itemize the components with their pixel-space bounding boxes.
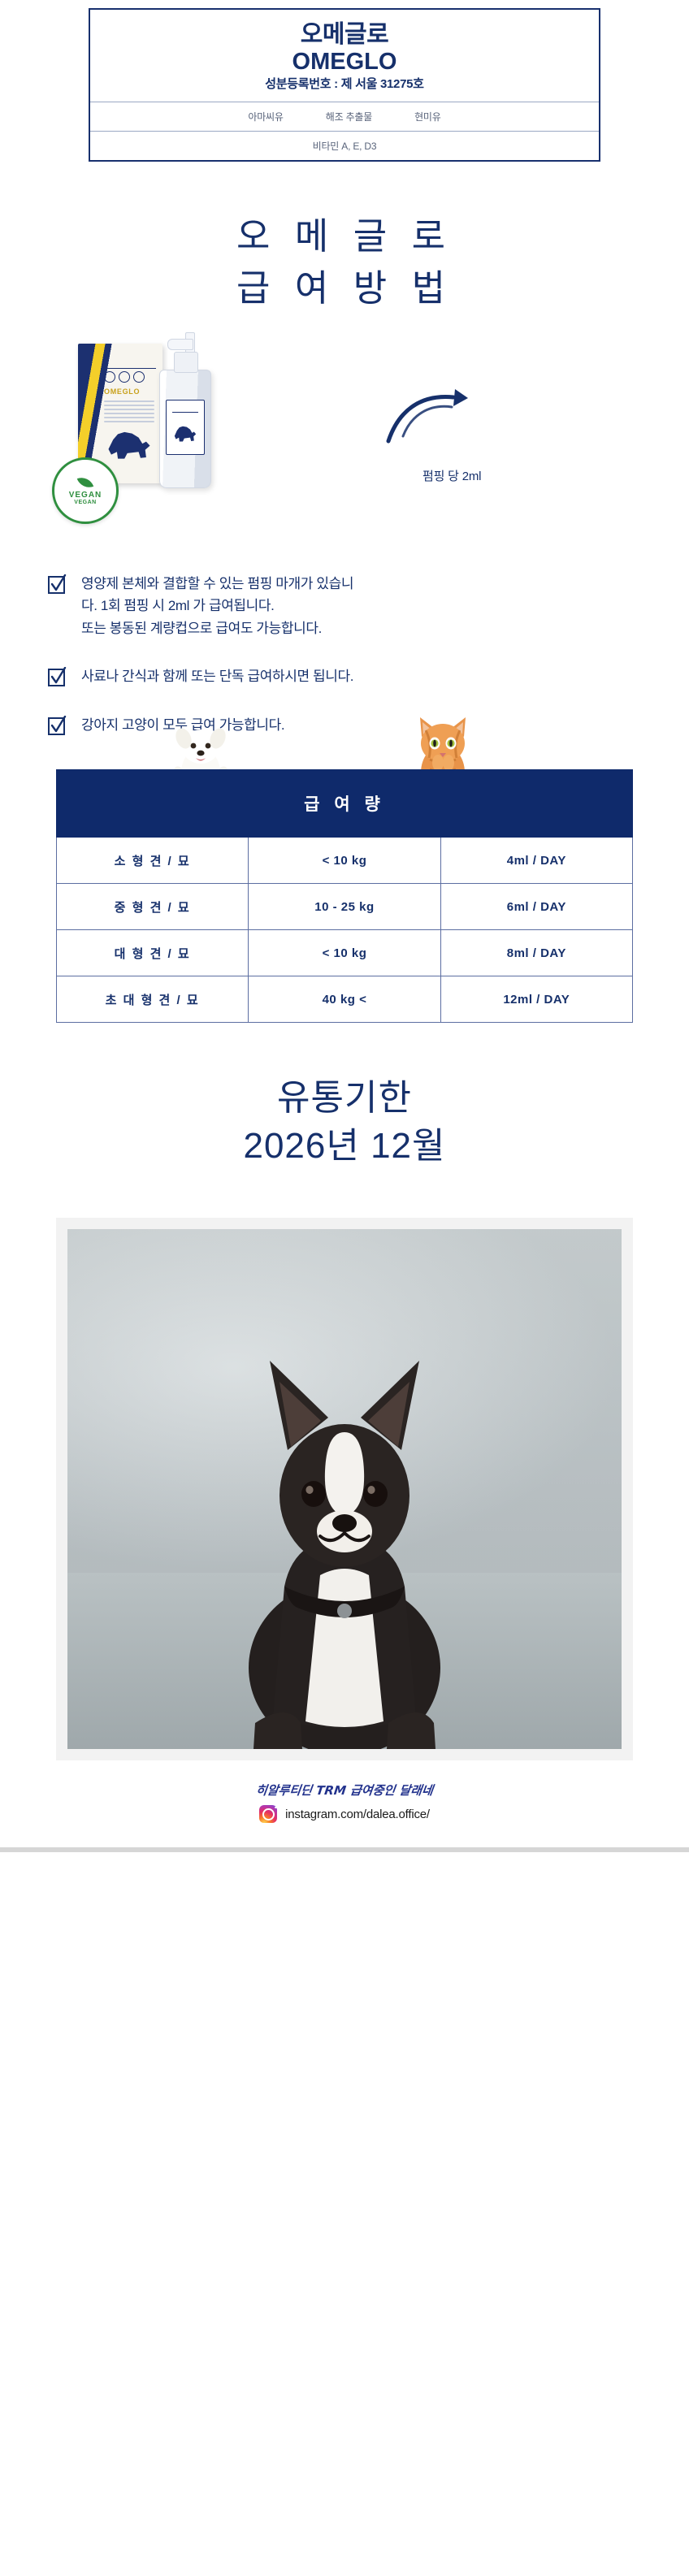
cell-dose: 6ml / DAY: [440, 883, 634, 931]
instagram-icon[interactable]: [259, 1805, 278, 1824]
bottle-logo-mark: [172, 405, 198, 413]
table-row: 소 형 견 / 묘 < 10 kg 4ml / DAY: [55, 837, 634, 885]
cell-size: 중 형 견 / 묘: [55, 883, 249, 931]
instagram-link[interactable]: instagram.com/dalea.office/: [285, 1807, 430, 1821]
cell-weight: 10 - 25 kg: [248, 883, 441, 931]
cell-dose: 4ml / DAY: [440, 837, 634, 885]
footer-divider: [0, 1847, 689, 1853]
list-item-label: 강아지 고양이 모두 급여 가능합니다.: [81, 717, 285, 734]
cell-size: 대 형 견 / 묘: [55, 929, 249, 977]
page-title-line-2: 급 여 방 법: [236, 266, 453, 309]
table-row: 대 형 견 / 묘 < 10 kg 8ml / DAY: [55, 929, 634, 977]
list-item-label: 사료나 간식과 함께 또는 단독 급여하시면 됩니다.: [81, 669, 354, 685]
ingredient-item: 현미유: [414, 111, 441, 123]
list-item: 사료나 간식과 함께 또는 단독 급여하시면 됩니다.: [47, 665, 648, 688]
cell-dose: 12ml / DAY: [440, 976, 634, 1024]
registration-number: 성분등록번호 : 제 서울 31275호: [265, 77, 424, 92]
brand-name-english: OMEGLO: [292, 48, 397, 75]
brand-header-box: 오메글로 OMEGLO 성분등록번호 : 제 서울 31275호 아마씨유 해조…: [89, 8, 600, 162]
box-text-lines: [104, 400, 154, 425]
dosage-table-body: 소 형 견 / 묘 < 10 kg 4ml / DAY 중 형 견 / 묘 10…: [55, 837, 634, 1024]
cell-size: 소 형 견 / 묘: [55, 837, 249, 885]
page-footer: 히알루티딘 TRM 급여중인 달래네 instagram.com/dalea.o…: [0, 1782, 689, 1844]
ingredient-item: 해조 추출물: [325, 111, 373, 123]
dosage-table-wrapper: 급 여 량 소 형 견 / 묘 < 10 kg 4ml / DAY 중 형 견 …: [55, 717, 634, 1024]
pump-head: [167, 338, 193, 350]
pump-neck: [174, 351, 198, 373]
product-bottle-image: [159, 369, 211, 488]
box-badge-row: [104, 370, 156, 383]
leaf-icon: [76, 474, 94, 491]
page-title: 오 메 글 로 급 여 방 법: [0, 210, 689, 314]
instruction-bullet-list: 영양제 본체와 결합할 수 있는 펌핑 마개가 있습니 다. 1회 펌핑 시 2…: [47, 573, 648, 738]
bottle-dog-silhouette-icon: [174, 426, 197, 442]
box-product-name: OMEGLO: [104, 387, 141, 396]
cell-weight: 40 kg <: [248, 976, 441, 1024]
check-box-icon: [48, 716, 67, 736]
ingredient-row-primary: 아마씨유 해조 추출물 현미유: [90, 102, 599, 131]
check-box-icon: [48, 667, 67, 687]
check-box-icon: [48, 574, 67, 594]
list-item: 영양제 본체와 결합할 수 있는 펌핑 마개가 있습니 다. 1회 펌핑 시 2…: [47, 573, 648, 640]
expiry-date: 2026년 12월: [243, 1126, 446, 1167]
cell-size: 초 대 형 견 / 묘: [55, 976, 249, 1024]
vegan-badge-subtext: VEGAN: [74, 499, 97, 505]
cell-dose: 8ml / DAY: [440, 929, 634, 977]
ingredient-row-vitamins: 비타민 A, E, D3: [90, 131, 599, 160]
dosage-table-head: 급 여 량: [56, 769, 633, 838]
page-title-line-1: 오 메 글 로: [236, 215, 453, 258]
expiry-section: 유통기한 2026년 12월: [0, 1075, 689, 1171]
table-header-row: 급 여 량: [56, 769, 633, 838]
table-row: 초 대 형 견 / 묘 40 kg < 12ml / DAY: [55, 976, 634, 1024]
cell-weight: < 10 kg: [248, 929, 441, 977]
dosage-table-title: 급 여 량: [56, 769, 633, 838]
cell-weight: < 10 kg: [248, 837, 441, 885]
handwritten-note: 히알루티딘 TRM 급여중인 달래네: [254, 1783, 435, 1799]
instagram-row[interactable]: instagram.com/dalea.office/: [0, 1805, 689, 1824]
box-dog-silhouette-icon: [108, 431, 150, 459]
dosage-table: 급 여 량 소 형 견 / 묘 < 10 kg 4ml / DAY 중 형 견 …: [55, 769, 634, 1024]
boston-terrier-photo-icon: [249, 1361, 440, 1750]
bottle-label: [166, 399, 205, 455]
table-row: 중 형 견 / 묘 10 - 25 kg 6ml / DAY: [55, 883, 634, 931]
brand-title-block: 오메글로 OMEGLO 성분등록번호 : 제 서울 31275호: [90, 10, 599, 102]
product-image-stage: OMEGLO VEGAN VEGAN 펌핑 당 2ml: [0, 331, 689, 540]
lifestyle-photo: [67, 1229, 622, 1750]
box-logo-mark: [106, 355, 156, 369]
pump-dose-caption: 펌핑 당 2ml: [422, 469, 482, 483]
brand-name-korean: 오메글로: [300, 21, 389, 48]
lifestyle-photo-frame: [56, 1218, 633, 1761]
vegan-badge: VEGAN VEGAN: [52, 457, 119, 524]
ingredient-item: 비타민 A, E, D3: [312, 141, 377, 153]
list-item: 강아지 고양이 모두 급여 가능합니다.: [47, 714, 648, 737]
expiry-label: 유통기한: [277, 1078, 412, 1119]
vegan-badge-text: VEGAN: [68, 490, 102, 500]
pump-cap-image: [167, 331, 203, 374]
list-item-label: 영양제 본체와 결합할 수 있는 펌핑 마개가 있습니 다. 1회 펌핑 시 2…: [81, 575, 354, 636]
pump-arrow-icon: [386, 388, 468, 444]
ingredient-item: 아마씨유: [248, 111, 284, 123]
